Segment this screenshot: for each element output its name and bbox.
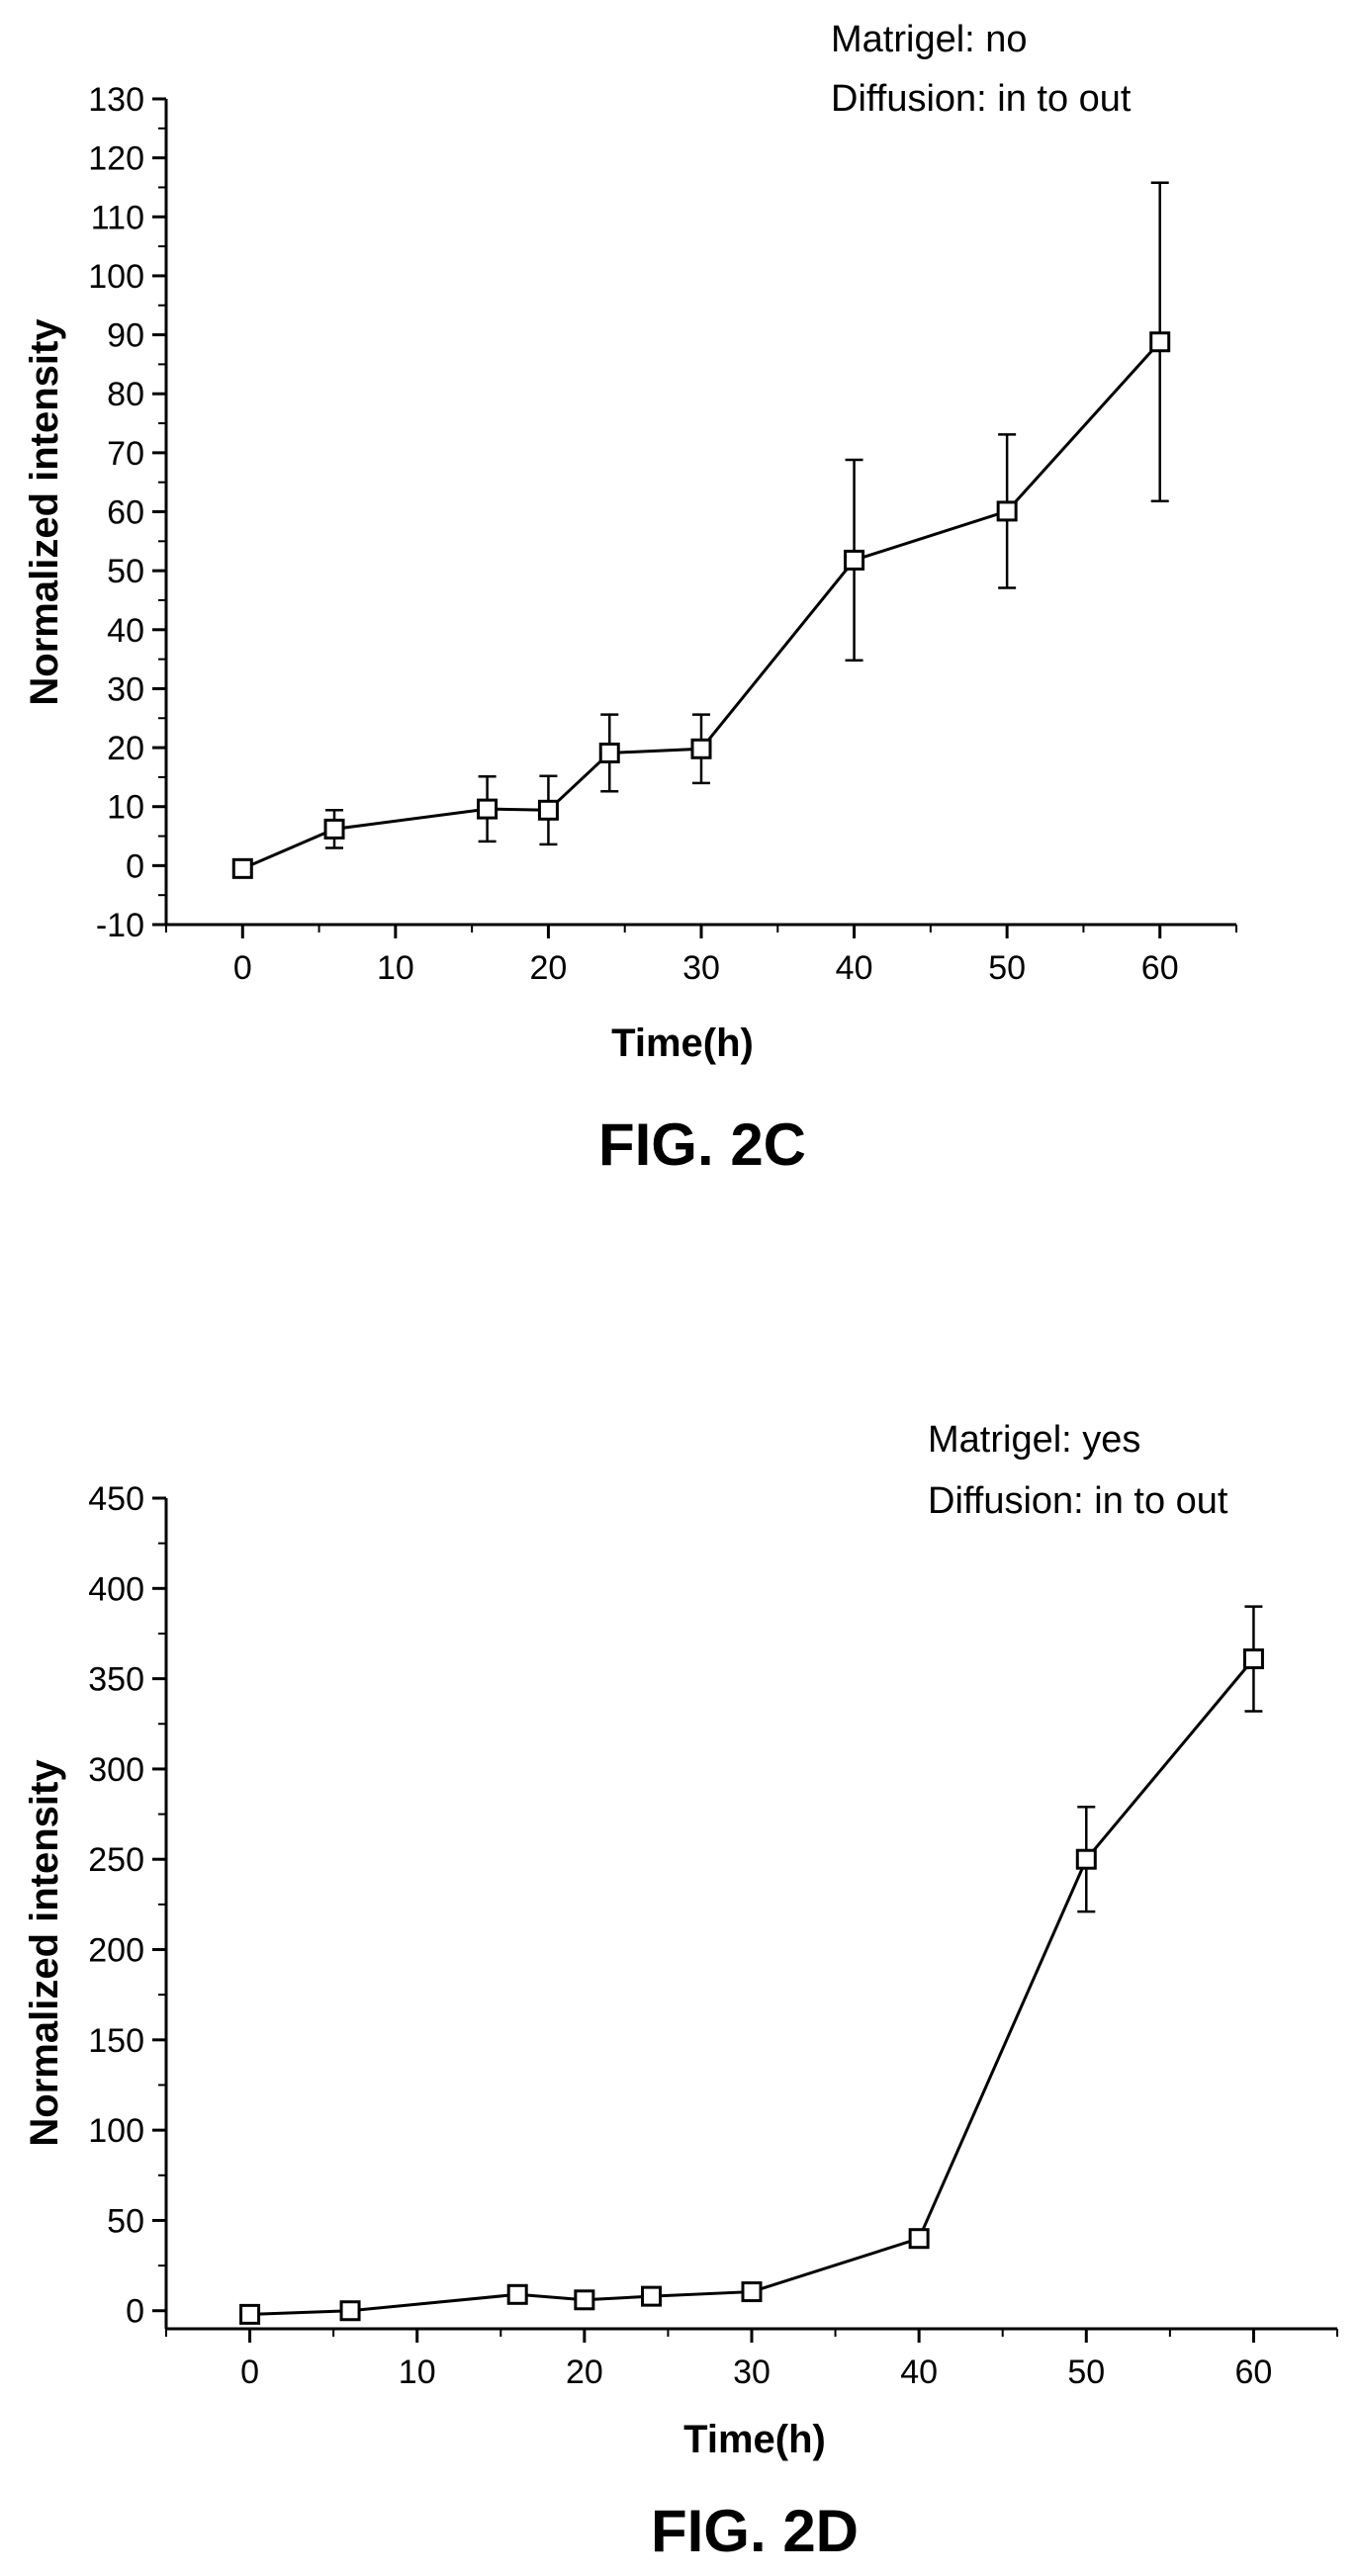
y-tick-label: 400 xyxy=(88,1570,144,1608)
data-point xyxy=(231,857,253,879)
x-tick-label: 0 xyxy=(233,949,252,987)
x-tick-label: 50 xyxy=(1067,2354,1105,2391)
data-point xyxy=(1242,1648,1264,1670)
figure-2c: -10 0 10 20 30 40 50 60 70 80 90 100 110 120 130 0 10 20 3… xyxy=(0,0,1360,1286)
y-tick-label: 10 xyxy=(107,789,144,827)
annotation-text: Diffusion: in to out xyxy=(831,78,1132,120)
y-tick-label: 110 xyxy=(91,199,144,236)
y-tick-label: 250 xyxy=(88,1841,144,1879)
x-tick-label: 10 xyxy=(377,949,414,987)
x-tick-label: 60 xyxy=(1141,949,1179,987)
y-tick-label: 350 xyxy=(88,1661,144,1699)
x-axis-title: Time(h) xyxy=(683,2418,826,2461)
figure-caption: FIG. 2C xyxy=(598,1111,806,1178)
data-point xyxy=(641,2285,663,2307)
chart-svg: -10 0 10 20 30 40 50 60 70 80 90 100 110 120 130 0 10 20 3… xyxy=(23,19,1237,1178)
data-point xyxy=(690,738,712,759)
series-line xyxy=(249,1657,1255,2316)
y-tick-label: 60 xyxy=(107,494,144,532)
data-point xyxy=(477,798,499,820)
chart-svg: 0 50 100 150 200 250 300 350 400 450 0 10 20 30 40 50 60… xyxy=(23,1419,1338,2564)
y-tick-label: 80 xyxy=(107,376,144,413)
data-point xyxy=(537,799,559,821)
y-tick-label: 200 xyxy=(88,1932,144,1970)
y-tick-label: 50 xyxy=(107,553,144,590)
data-point xyxy=(908,2228,930,2250)
y-tick-label: 90 xyxy=(107,317,144,355)
x-tick-label: 10 xyxy=(399,2354,436,2391)
data-point xyxy=(1149,331,1171,353)
annotation-text: Diffusion: in to out xyxy=(928,1480,1228,1522)
x-tick-label: 30 xyxy=(733,2354,771,2391)
y-tick-label: 0 xyxy=(126,2293,144,2331)
x-tick-label: 20 xyxy=(566,2354,603,2391)
x-tick-label: 40 xyxy=(836,949,873,987)
data-point xyxy=(741,2281,763,2303)
annotation-text: Matrigel: yes xyxy=(928,1419,1140,1461)
x-tick-label: 30 xyxy=(682,949,720,987)
annotation-text: Matrigel: no xyxy=(831,19,1028,60)
x-tick-label: 40 xyxy=(900,2354,938,2391)
y-tick-label: 120 xyxy=(88,140,144,178)
y-tick-label: -10 xyxy=(96,907,144,944)
data-point xyxy=(844,549,865,571)
y-tick-label: 450 xyxy=(88,1480,144,1518)
y-tick-label: 30 xyxy=(107,670,144,708)
y-tick-label: 50 xyxy=(107,2202,144,2240)
series-line xyxy=(241,340,1161,870)
data-point xyxy=(323,818,345,840)
y-tick-label: 70 xyxy=(107,435,144,473)
x-axis-title: Time(h) xyxy=(611,1022,754,1065)
data-point xyxy=(239,2303,261,2325)
x-tick-label: 60 xyxy=(1235,2354,1273,2391)
y-axis-title: Normalized intensity xyxy=(23,1759,66,2147)
x-tick-label: 50 xyxy=(988,949,1026,987)
data-point xyxy=(598,742,620,763)
x-tick-label: 20 xyxy=(530,949,568,987)
y-tick-label: 40 xyxy=(107,612,144,650)
data-point xyxy=(1075,1848,1097,1870)
data-point xyxy=(339,2300,361,2322)
data-point xyxy=(996,500,1018,522)
data-point xyxy=(574,2289,595,2311)
figure-2d: 0 50 100 150 200 250 300 350 400 450 0 10 20 30 40 50 60… xyxy=(0,1286,1360,2576)
data-point xyxy=(506,2283,528,2305)
y-tick-label: 100 xyxy=(88,2112,144,2150)
y-tick-label: 300 xyxy=(88,1751,144,1789)
figure-caption: FIG. 2D xyxy=(651,2498,859,2564)
y-tick-label: 130 xyxy=(88,81,144,119)
x-tick-label: 0 xyxy=(240,2354,259,2391)
y-tick-label: 100 xyxy=(88,258,144,296)
y-tick-label: 20 xyxy=(107,730,144,767)
y-tick-label: 150 xyxy=(88,2022,144,2060)
y-axis-title: Normalized intensity xyxy=(23,318,66,706)
y-tick-label: 0 xyxy=(126,847,144,885)
